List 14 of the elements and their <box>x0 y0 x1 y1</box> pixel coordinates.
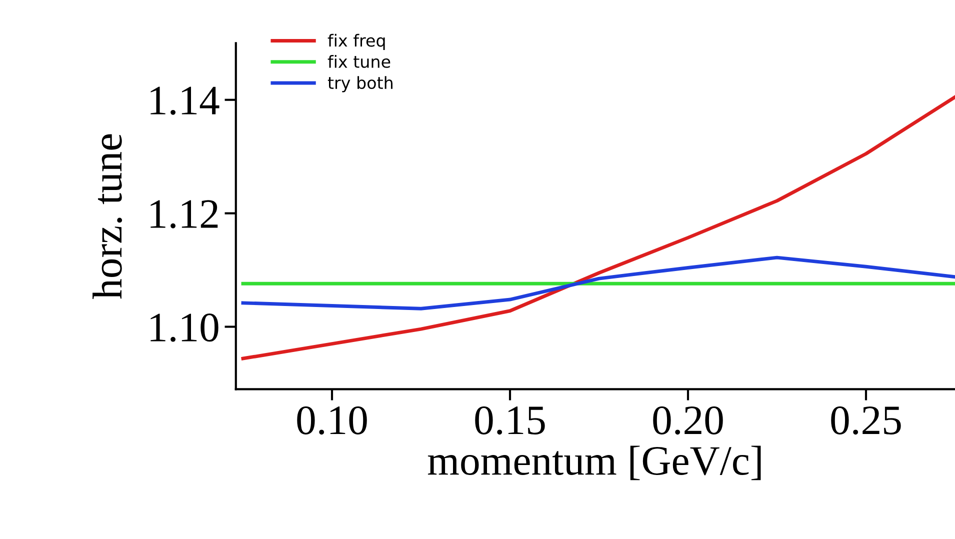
x-axis-title: momentum [GeV/c] <box>428 446 761 480</box>
legend-label: fix tune <box>328 55 390 68</box>
x-tick-label: 0.25 <box>831 406 901 435</box>
legend-label: fix freq <box>328 34 385 50</box>
legend-label: try both <box>328 76 392 92</box>
y-tick-label: 1.12 <box>150 200 218 228</box>
y-tick-label: 1.14 <box>150 86 220 115</box>
line-series <box>241 256 955 310</box>
y-axis-title: horz. tune <box>92 134 122 300</box>
x-tick-label: 0.10 <box>297 406 367 435</box>
y-tick-label: 1.10 <box>150 314 218 342</box>
line-series <box>241 95 955 360</box>
x-tick-label: 0.15 <box>475 406 545 435</box>
x-tick-label: 0.20 <box>653 406 723 435</box>
